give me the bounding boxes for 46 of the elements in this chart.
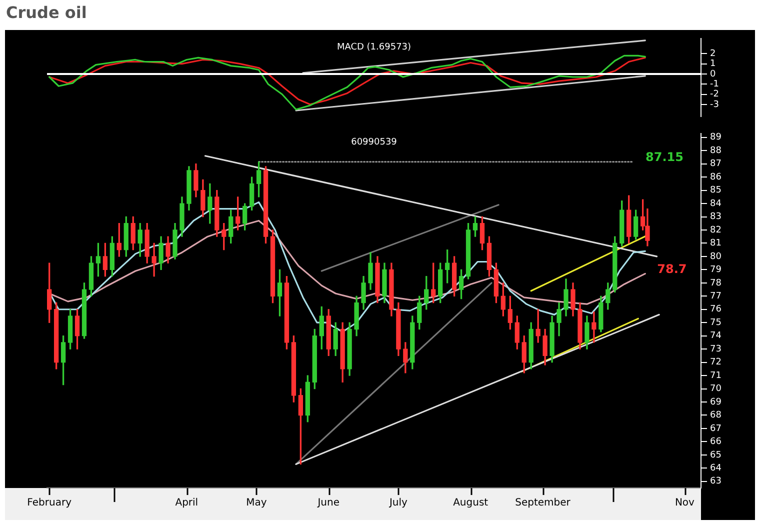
x-tick-label: July xyxy=(388,498,408,509)
y-tick-label: -1 xyxy=(710,79,719,90)
y-tick-label: 89 xyxy=(710,132,722,143)
annotation: 60990539 xyxy=(351,138,398,148)
y-tick-label: 67 xyxy=(710,424,722,434)
x-tick-label: September xyxy=(515,498,572,509)
y-tick-label: 79 xyxy=(710,265,722,276)
annotation: 87.15 xyxy=(646,150,684,164)
y-tick-label: 84 xyxy=(710,198,722,209)
text: MACD (1.69573) xyxy=(336,42,412,53)
y-tick-label: 80 xyxy=(710,252,722,262)
y-tick-label: 87 xyxy=(710,159,722,170)
y-tick-label: 2 xyxy=(710,48,716,59)
y-tick-label: 64 xyxy=(710,463,722,474)
y-tick-label: 70 xyxy=(710,384,722,394)
y-tick-label: -3 xyxy=(710,100,719,110)
y-tick-label: -2 xyxy=(710,90,719,100)
y-tick-label: 88 xyxy=(710,146,722,156)
y-tick-label: 86 xyxy=(710,172,722,182)
y-tick-label: 72 xyxy=(710,358,722,368)
y-tick-label: 83 xyxy=(710,212,722,222)
y-tick-label: 71 xyxy=(710,370,722,381)
y-tick-label: 69 xyxy=(710,397,722,408)
x-tick-label: August xyxy=(453,498,488,509)
annotation: 78.7 xyxy=(657,262,687,276)
x-tick-label: May xyxy=(246,498,267,509)
y-tick-label: 0 xyxy=(710,69,716,80)
y-tick-label: 85 xyxy=(710,186,722,196)
y-tick-label: 68 xyxy=(710,410,722,421)
y-tick-label: 73 xyxy=(710,344,722,354)
chart-title: Crude oil xyxy=(6,3,87,22)
y-tick-label: 66 xyxy=(710,437,722,448)
y-tick-label: 76 xyxy=(710,304,722,315)
y-tick-label: 65 xyxy=(710,450,722,460)
y-tick-label: 63 xyxy=(710,476,722,487)
x-tick-label: June xyxy=(316,498,340,509)
y-tick-label: 82 xyxy=(710,225,722,236)
x-tick-label: February xyxy=(27,498,72,509)
y-tick-label: 1 xyxy=(710,59,716,70)
y-tick-label: 78 xyxy=(710,278,722,288)
y-tick-label: 75 xyxy=(710,318,722,328)
y-tick-label: 81 xyxy=(710,238,722,249)
x-tick-label: Nov xyxy=(674,498,695,509)
x-tick-label: April xyxy=(175,498,198,509)
y-tick-label: 74 xyxy=(710,331,722,342)
y-tick-label: 77 xyxy=(710,291,722,302)
